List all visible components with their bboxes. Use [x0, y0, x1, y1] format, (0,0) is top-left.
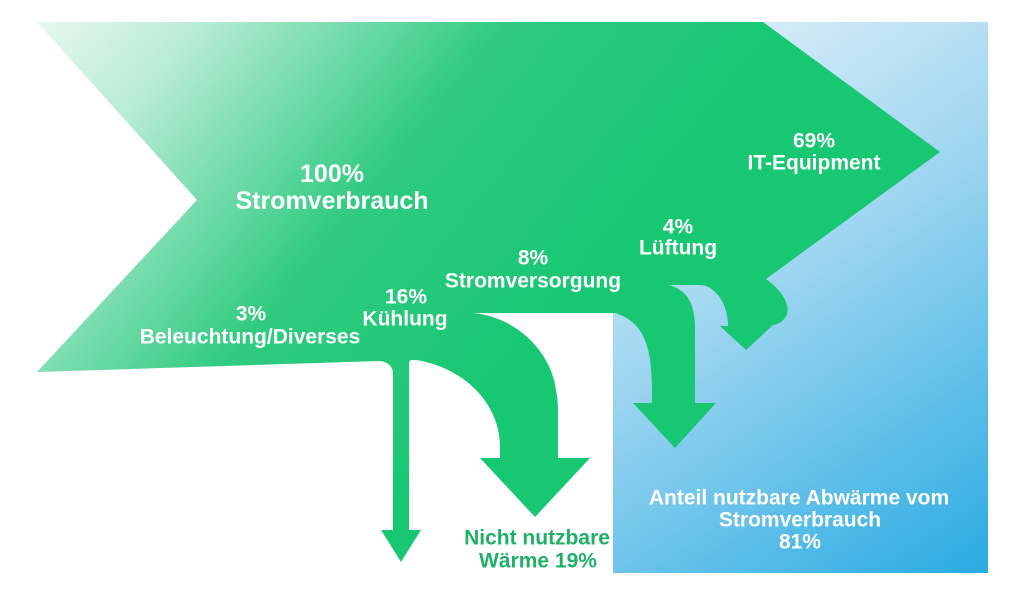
source-name-label: Stromverbrauch — [235, 187, 428, 215]
it-equipment-name-label: IT-Equipment — [748, 152, 881, 175]
lueftung-name-label: Lüftung — [639, 237, 717, 260]
usable-heat-line1: Anteil nutzbare Abwärme vom — [649, 487, 949, 510]
stromversorgung-pct-label: 8% — [518, 247, 549, 270]
beleuchtung-pct-label: 3% — [236, 303, 267, 326]
non-usable-heat-line1: Nicht nutzbare — [464, 527, 610, 550]
kuehlung-pct-label: 16% — [385, 286, 427, 309]
it-equipment-pct-label: 69% — [793, 130, 835, 153]
beleuchtung-name-label: Beleuchtung/Diverses — [140, 326, 361, 349]
main-flow-arrow — [37, 22, 940, 562]
lueftung-pct-label: 4% — [663, 216, 694, 239]
usable-heat-line2: Stromverbrauch — [719, 509, 881, 532]
stromversorgung-name-label: Stromversorgung — [445, 270, 621, 293]
source-pct-label: 100% — [300, 160, 364, 188]
usable-heat-pct-label: 81% — [779, 531, 821, 554]
non-usable-heat-line2: Wärme 19% — [479, 550, 597, 573]
kuehlung-name-label: Kühlung — [362, 308, 447, 331]
